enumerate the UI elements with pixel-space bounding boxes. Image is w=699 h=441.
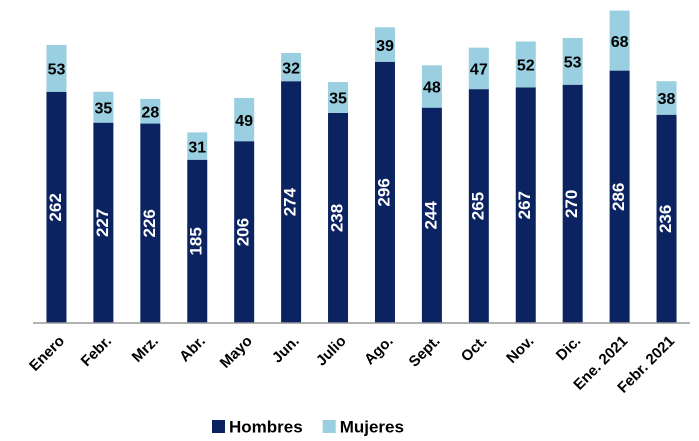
value-label: 49 bbox=[235, 113, 253, 130]
bar-segment bbox=[515, 41, 536, 88]
bar-segment bbox=[609, 70, 630, 323]
bar-segment bbox=[609, 10, 630, 71]
value-label: 31 bbox=[188, 139, 206, 156]
x-tick-label: Enero bbox=[26, 333, 68, 375]
bar-segment bbox=[374, 27, 395, 62]
value-label: 262 bbox=[46, 193, 65, 221]
x-tick-label: Ago. bbox=[361, 333, 397, 369]
bar-segment bbox=[46, 45, 67, 92]
bar-segment bbox=[140, 123, 161, 323]
value-label: 48 bbox=[423, 80, 441, 97]
bar-segment bbox=[421, 65, 442, 108]
value-label: 267 bbox=[515, 191, 534, 219]
bar-segment bbox=[328, 112, 349, 323]
bar-segment bbox=[93, 91, 114, 123]
x-tick-label: Febr. bbox=[78, 333, 115, 370]
value-label: 52 bbox=[517, 58, 535, 75]
value-label: 38 bbox=[658, 91, 676, 108]
x-tick-label: Julio bbox=[313, 333, 350, 370]
x-tick-label: Abr. bbox=[176, 333, 209, 366]
value-label: 270 bbox=[562, 190, 581, 218]
value-label: 286 bbox=[609, 183, 628, 211]
legend-label: Mujeres bbox=[340, 417, 404, 436]
bar-segment bbox=[328, 82, 349, 113]
value-label: 39 bbox=[376, 38, 394, 55]
x-tick-label: Jun. bbox=[269, 333, 303, 367]
x-tick-label: Mayo bbox=[217, 333, 256, 372]
bar-segment bbox=[281, 81, 302, 323]
value-label: 53 bbox=[564, 55, 582, 72]
bar-segment bbox=[281, 52, 302, 82]
bar-segment bbox=[46, 91, 67, 323]
value-label: 296 bbox=[374, 178, 393, 206]
value-label: 35 bbox=[329, 91, 347, 108]
bar-segment bbox=[515, 87, 536, 323]
value-label: 265 bbox=[468, 192, 487, 220]
bar-segment bbox=[374, 61, 395, 324]
bar-segment bbox=[562, 84, 583, 323]
x-tick-label: Oct. bbox=[458, 333, 491, 366]
bar-segment bbox=[562, 37, 583, 85]
bar-segment bbox=[468, 47, 489, 90]
bar-segment bbox=[468, 89, 489, 323]
value-label: 28 bbox=[141, 104, 159, 121]
bar-segment bbox=[656, 114, 677, 323]
bar-segment bbox=[187, 132, 208, 160]
value-label: 206 bbox=[234, 218, 253, 246]
value-label: 32 bbox=[282, 60, 300, 77]
value-label: 227 bbox=[93, 209, 112, 237]
value-label: 35 bbox=[94, 100, 112, 117]
value-label: 244 bbox=[421, 201, 440, 230]
value-label: 236 bbox=[656, 205, 675, 233]
bar-segment bbox=[421, 107, 442, 324]
x-tick-label: Mrz. bbox=[129, 333, 162, 366]
x-tick-label: Nov. bbox=[503, 333, 537, 367]
bar-segment bbox=[187, 159, 208, 323]
value-label: 185 bbox=[187, 227, 206, 255]
value-label: 53 bbox=[48, 62, 66, 79]
bar-segment bbox=[656, 81, 677, 115]
value-label: 226 bbox=[140, 209, 159, 237]
legend-swatch bbox=[212, 420, 225, 433]
bar-segment bbox=[234, 141, 255, 323]
value-label: 274 bbox=[281, 187, 300, 216]
x-tick-label: Dic. bbox=[553, 333, 584, 364]
bar-segment bbox=[234, 97, 255, 142]
legend-swatch bbox=[322, 420, 336, 433]
value-label: 47 bbox=[470, 62, 488, 79]
legend-label: Hombres bbox=[229, 417, 303, 436]
value-label: 238 bbox=[328, 204, 347, 232]
bar-segment bbox=[140, 98, 161, 124]
value-label: 68 bbox=[611, 34, 629, 51]
bar-segment bbox=[93, 122, 114, 323]
x-tick-label: Sept. bbox=[406, 333, 444, 371]
